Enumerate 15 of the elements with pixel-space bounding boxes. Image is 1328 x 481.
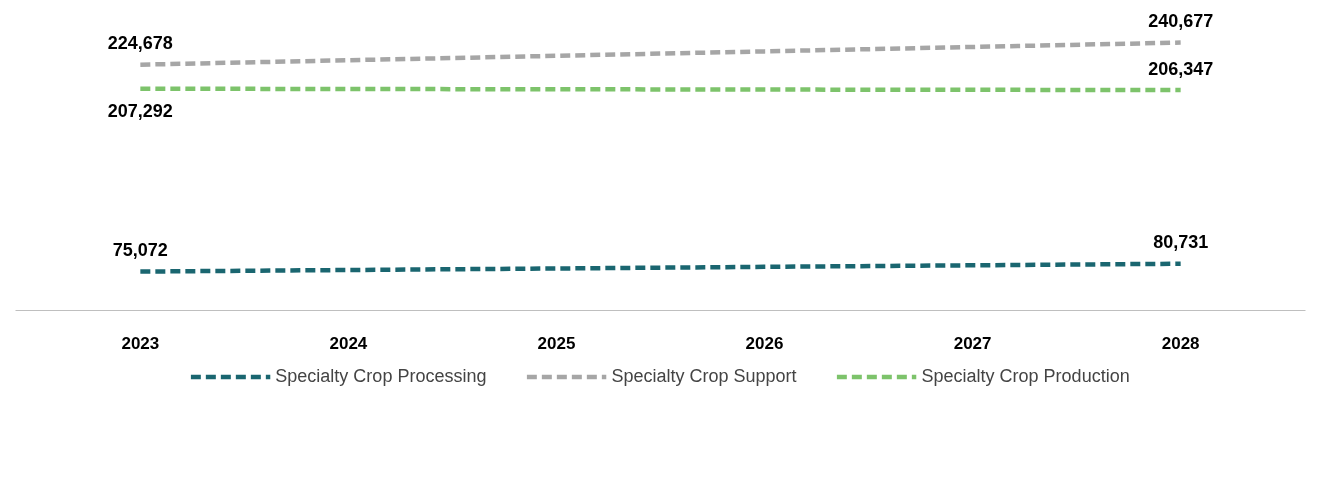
data-label: 206,347 xyxy=(1148,58,1214,79)
data-label: 75,072 xyxy=(112,240,168,261)
x-tick-label: 2028 xyxy=(1161,333,1200,353)
x-tick-label: 2025 xyxy=(537,333,576,353)
legend-label: Specialty Crop Processing xyxy=(275,365,487,387)
x-tick-label: 2024 xyxy=(329,333,368,353)
x-tick-label: 2023 xyxy=(121,333,160,353)
data-label: 224,678 xyxy=(107,33,173,54)
x-tick-label: 2026 xyxy=(745,333,784,353)
x-tick-label: 2027 xyxy=(953,333,992,353)
legend-label: Specialty Crop Support xyxy=(611,365,797,387)
data-label: 80,731 xyxy=(1153,232,1209,253)
data-label: 207,292 xyxy=(107,101,173,122)
data-label: 240,677 xyxy=(1148,11,1214,32)
legend-label: Specialty Crop Production xyxy=(921,365,1130,387)
